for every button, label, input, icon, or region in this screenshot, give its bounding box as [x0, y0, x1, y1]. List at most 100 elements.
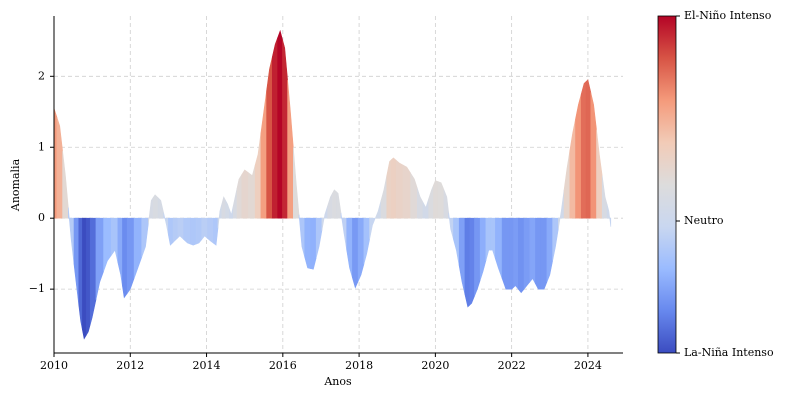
- area-strip: [540, 217, 548, 290]
- area-strip: [117, 217, 123, 287]
- area-strip: [103, 217, 112, 272]
- area-strip: [391, 157, 397, 219]
- x-tick-label: 2020: [421, 359, 449, 372]
- area-strip: [518, 217, 525, 294]
- area-strip: [453, 217, 460, 267]
- area-strip: [448, 212, 454, 240]
- area-strip: [207, 217, 214, 244]
- area-strip: [304, 217, 311, 269]
- colorbar-tick-label: Neutro: [684, 214, 724, 227]
- area-strip: [327, 193, 333, 219]
- area-strip: [369, 217, 376, 240]
- area-strip: [95, 217, 104, 300]
- area-strip: [458, 217, 466, 295]
- area-strip: [443, 189, 450, 219]
- x-tick-label: 2010: [40, 359, 68, 372]
- area-strip: [428, 185, 434, 219]
- area-strip: [62, 150, 69, 219]
- area-strip: [479, 217, 487, 281]
- area-strip: [68, 207, 75, 265]
- area-strip: [195, 217, 203, 245]
- area-strip: [82, 217, 87, 340]
- area-strip: [402, 164, 411, 219]
- area-strip: [315, 217, 323, 259]
- area-strip: [190, 217, 197, 246]
- colorbar-tick-label: El-Niño Intenso: [684, 9, 772, 22]
- area-strip: [148, 196, 154, 224]
- x-tick-label: 2024: [574, 359, 602, 372]
- area-strip: [260, 90, 267, 219]
- area-strip: [229, 205, 234, 219]
- area-strip: [221, 196, 226, 219]
- area-strip: [277, 29, 283, 219]
- area-strip: [580, 80, 587, 219]
- area-strip: [248, 164, 256, 219]
- area-strip: [89, 217, 97, 325]
- area-strip: [495, 217, 503, 279]
- x-tick-label: 2018: [345, 359, 373, 372]
- x-tick-label: 2022: [498, 359, 526, 372]
- area-strip: [575, 93, 582, 219]
- area-strip: [395, 159, 404, 219]
- area-strip: [590, 92, 597, 219]
- area-strip: [122, 217, 128, 299]
- area-strip: [552, 217, 559, 261]
- area-strip: [422, 198, 429, 219]
- x-tick-label: 2012: [116, 359, 144, 372]
- area-strip: [321, 205, 328, 231]
- area-strip: [232, 187, 238, 219]
- area-strip: [163, 212, 169, 236]
- area-strip: [437, 181, 445, 219]
- area-strip: [501, 217, 510, 290]
- area-strip: [363, 217, 370, 265]
- area-strip: [410, 172, 418, 219]
- area-strip: [236, 173, 243, 219]
- area-strip: [254, 133, 262, 219]
- area-strip: [133, 217, 143, 279]
- area-strip: [523, 217, 531, 290]
- area-strip: [508, 217, 514, 290]
- area-strip: [287, 79, 294, 219]
- area-strip: [374, 200, 382, 219]
- area-strip: [177, 217, 184, 241]
- area-strip: [474, 217, 481, 297]
- colorbar-tick-label: La-Niña Intenso: [684, 346, 774, 359]
- area-strip: [201, 217, 208, 241]
- area-strip: [335, 190, 342, 219]
- area-strip: [183, 217, 191, 245]
- area-strip: [416, 187, 424, 219]
- area-strip: [241, 169, 249, 219]
- x-tick-label: 2016: [269, 359, 297, 372]
- area-strip: [569, 118, 576, 219]
- area-strip: [56, 117, 63, 219]
- area-strip: [464, 217, 470, 308]
- area-strip: [168, 217, 174, 246]
- area-strip: [157, 196, 164, 219]
- area-strip: [469, 217, 475, 306]
- x-axis-label: Anos: [323, 375, 352, 388]
- area-strip: [332, 189, 337, 219]
- area-strip: [346, 217, 353, 278]
- area-strip: [558, 189, 565, 229]
- area-strip: [352, 217, 359, 289]
- area-strip: [585, 79, 592, 219]
- area-strip: [141, 217, 149, 258]
- area-strip: [78, 217, 83, 330]
- x-tick-label: 2014: [193, 359, 221, 372]
- area-strip: [298, 214, 306, 258]
- area-strip: [272, 37, 278, 219]
- area-strip: [433, 180, 439, 219]
- area-strip: [535, 217, 542, 290]
- area-strip: [310, 217, 317, 270]
- area-strip: [357, 217, 365, 282]
- y-tick-label: 2: [38, 69, 45, 82]
- area-strip: [212, 217, 219, 246]
- colorbar: [657, 15, 677, 354]
- area-strip: [601, 175, 608, 219]
- area-strip: [563, 150, 571, 219]
- area-strip: [225, 200, 230, 219]
- area-strip: [380, 175, 388, 219]
- area-strip: [217, 203, 223, 229]
- area-strip: [596, 129, 603, 219]
